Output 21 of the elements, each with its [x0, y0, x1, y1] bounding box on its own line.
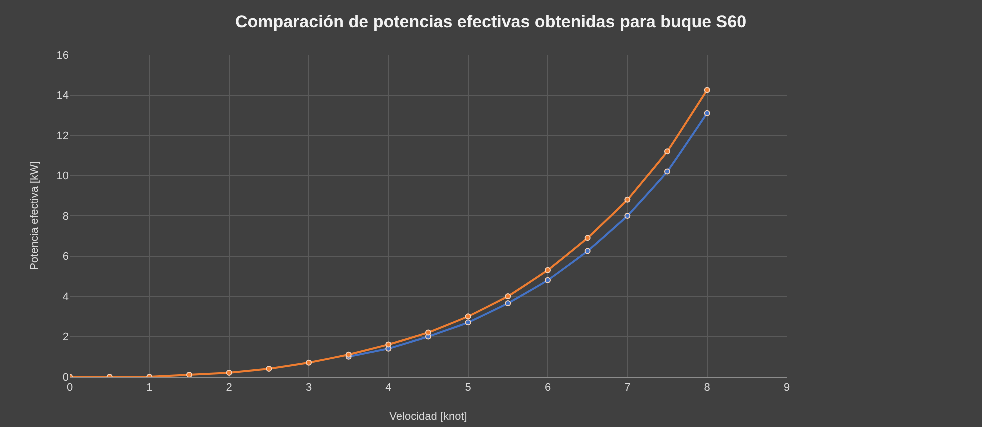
x-axis-title: Velocidad [knot] [390, 411, 468, 423]
chart-title: Comparación de potencias efectivas obtenidas para buque S60 [235, 12, 747, 32]
y-tick-label: 16 [56, 50, 69, 62]
x-tick-label: 2 [226, 382, 232, 394]
x-tick-label: 9 [784, 382, 790, 394]
y-tick-label: 2 [62, 332, 69, 344]
y-axis-title: Potencia efectiva [kW] [29, 162, 41, 270]
y-tick-label: 10 [56, 170, 69, 183]
y-tick-label: 4 [62, 291, 69, 304]
x-tick-label: 4 [386, 382, 392, 394]
x-tick-label: 6 [544, 382, 552, 394]
x-tick-label: 3 [306, 382, 312, 394]
y-tick-label: 12 [56, 130, 69, 142]
x-tick-label: 7 [624, 382, 631, 394]
y-tick-label: 6 [62, 251, 69, 264]
y-tick-label: 0 [62, 372, 69, 384]
y-tick-label: 8 [62, 210, 69, 223]
x-tick-label: 1 [146, 382, 153, 394]
x-tick-label: 8 [704, 382, 710, 394]
y-tick-label: 14 [56, 90, 69, 102]
x-tick-label: 5 [465, 382, 472, 394]
